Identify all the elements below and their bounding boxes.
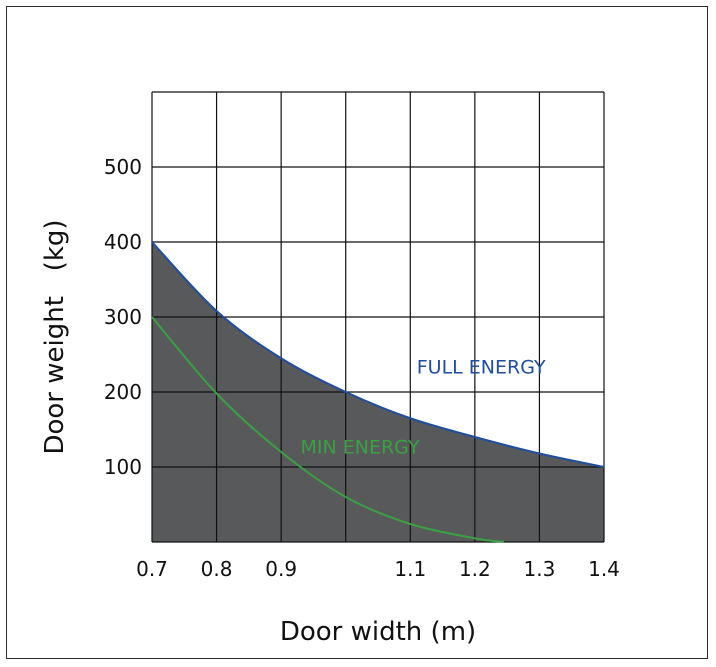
full-energy-label: FULL ENERGY xyxy=(417,356,546,378)
y-tick-label: 400 xyxy=(104,230,142,254)
x-tick-label: 1.3 xyxy=(524,557,556,581)
y-tick-label: 100 xyxy=(104,455,142,479)
x-tick-label: 0.7 xyxy=(136,557,168,581)
min-energy-line xyxy=(151,316,505,543)
x-tick-labels: 0.7 0.8 0.9 1.1 1.2 1.3 1.4 xyxy=(136,557,620,581)
min-energy-label: MIN ENERGY xyxy=(301,437,420,459)
y-tick-label: 300 xyxy=(104,305,142,329)
x-tick-label: 1.2 xyxy=(459,557,491,581)
x-tick-label: 0.8 xyxy=(201,557,233,581)
grid-lines xyxy=(151,91,605,543)
y-tick-label: 500 xyxy=(104,155,142,179)
full-energy-line xyxy=(151,241,605,468)
y-tick-label: 200 xyxy=(104,380,142,404)
y-tick-labels: 100 200 300 400 500 xyxy=(104,155,142,479)
x-tick-label: 0.9 xyxy=(265,557,297,581)
y-axis-title: Door weight (kg) xyxy=(40,219,70,454)
x-tick-label: 1.1 xyxy=(394,557,426,581)
x-axis-title: Door width (m) xyxy=(280,617,476,647)
x-tick-label: 1.4 xyxy=(588,557,620,581)
